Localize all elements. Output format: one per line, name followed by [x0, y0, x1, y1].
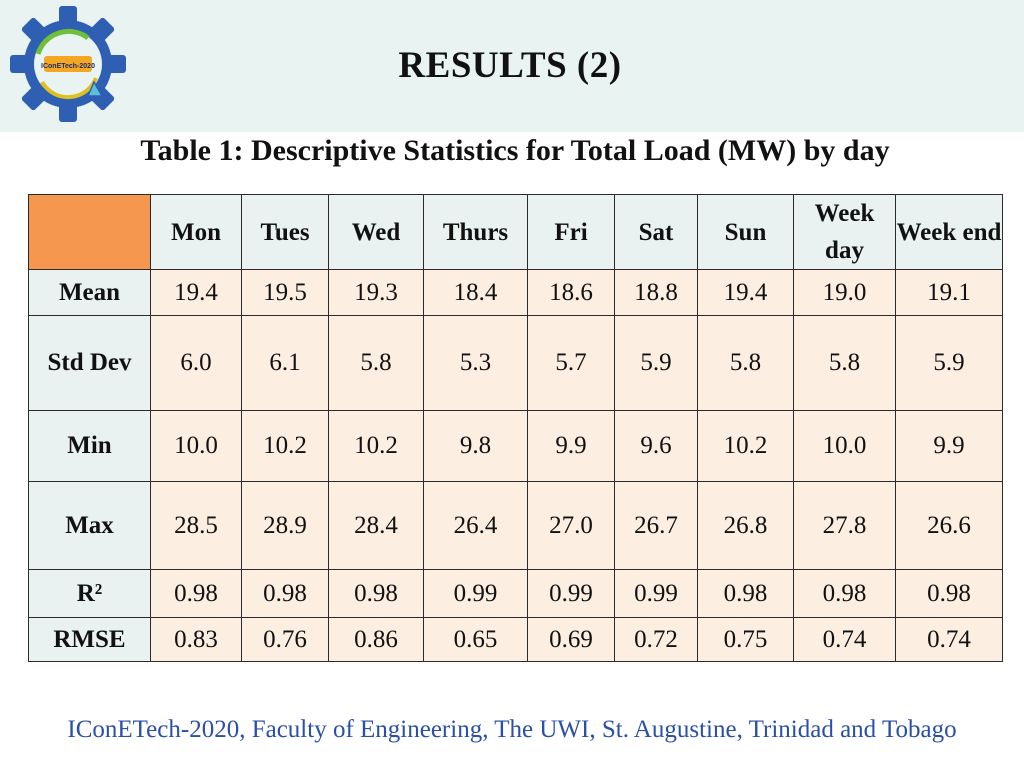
- table-cell: 27.8: [793, 481, 896, 570]
- table-cell: 10.2: [697, 410, 794, 482]
- table-cell: 19.5: [241, 269, 329, 316]
- table-cell: 0.99: [614, 569, 698, 618]
- table-cell: 0.98: [241, 569, 329, 618]
- table-cell: 0.99: [423, 569, 528, 618]
- column-header: Mon: [150, 194, 242, 270]
- header-band: [0, 0, 1024, 132]
- table-cell: 26.7: [614, 481, 698, 570]
- table-cell: 0.75: [697, 617, 794, 662]
- table-cell: 28.4: [328, 481, 424, 570]
- table-cell: 5.8: [697, 315, 794, 411]
- table-cell: 10.0: [150, 410, 242, 482]
- table-cell: 18.6: [527, 269, 615, 316]
- table-row: Min 10.0 10.2 10.2 9.8 9.9 9.6 10.2 10.0 9.9: [28, 410, 1003, 482]
- table-row: Max 28.5 28.9 28.4 26.4 27.0 26.7 26.8 27.8 26.6: [28, 481, 1003, 570]
- column-header: Week end: [895, 194, 1003, 270]
- table-cell: 26.4: [423, 481, 528, 570]
- header-corner-cell: [28, 194, 151, 270]
- table-cell: 0.98: [793, 569, 896, 618]
- statistics-table: Mon Tues Wed Thurs Fri Sat Sun Week day …: [28, 194, 1003, 662]
- table-cell: 0.74: [793, 617, 896, 662]
- table-cell: 0.83: [150, 617, 242, 662]
- table-cell: 19.4: [697, 269, 794, 316]
- table-cell: 19.1: [895, 269, 1003, 316]
- column-header: Sat: [614, 194, 698, 270]
- table-cell: 10.0: [793, 410, 896, 482]
- table-cell: 5.8: [793, 315, 896, 411]
- table-cell: 0.99: [527, 569, 615, 618]
- table-cell: 5.3: [423, 315, 528, 411]
- table-cell: 9.9: [527, 410, 615, 482]
- table-cell: 10.2: [241, 410, 329, 482]
- column-header: Fri: [527, 194, 615, 270]
- table-cell: 6.0: [150, 315, 242, 411]
- table-cell: 6.1: [241, 315, 329, 411]
- table-cell: 0.76: [241, 617, 329, 662]
- table-cell: 0.69: [527, 617, 615, 662]
- logo-text: IConETech-2020: [41, 63, 95, 70]
- table-cell: 26.6: [895, 481, 1003, 570]
- row-label: Mean: [28, 269, 151, 316]
- table-row: RMSE 0.83 0.76 0.86 0.65 0.69 0.72 0.75 0.74 0.74: [28, 617, 1003, 662]
- table-cell: 28.5: [150, 481, 242, 570]
- table-cell: 28.9: [241, 481, 329, 570]
- row-label: Max: [28, 481, 151, 570]
- table-cell: 0.74: [895, 617, 1003, 662]
- table-cell: 18.4: [423, 269, 528, 316]
- table-cell: 19.4: [150, 269, 242, 316]
- footer-text: IConETech-2020, Faculty of Engineering, …: [67, 716, 957, 743]
- table-cell: 9.6: [614, 410, 698, 482]
- table-cell: 19.3: [328, 269, 424, 316]
- table-cell: 0.72: [614, 617, 698, 662]
- table-caption: Table 1: Descriptive Statistics for Tota…: [140, 134, 890, 167]
- table-cell: 18.8: [614, 269, 698, 316]
- table-cell: 9.9: [895, 410, 1003, 482]
- table-cell: 5.9: [895, 315, 1003, 411]
- table-header-row: Mon Tues Wed Thurs Fri Sat Sun Week day …: [28, 194, 1003, 270]
- column-header: Thurs: [423, 194, 528, 270]
- table-cell: 0.98: [150, 569, 242, 618]
- table-row: Mean 19.4 19.5 19.3 18.4 18.6 18.8 19.4 19.0 19.1: [28, 269, 1003, 316]
- row-label: RMSE: [28, 617, 151, 662]
- table-row: Std Dev 6.0 6.1 5.8 5.3 5.7 5.9 5.8 5.8 5.9: [28, 315, 1003, 411]
- table-cell: 9.8: [423, 410, 528, 482]
- table-cell: 5.8: [328, 315, 424, 411]
- column-header: Sun: [697, 194, 794, 270]
- column-header: Week day: [793, 194, 896, 270]
- table-cell: 0.98: [697, 569, 794, 618]
- column-header: Tues: [241, 194, 329, 270]
- table-cell: 0.65: [423, 617, 528, 662]
- page-title: RESULTS (2): [398, 45, 622, 86]
- row-label: R²: [28, 569, 151, 618]
- table-cell: 5.9: [614, 315, 698, 411]
- table-cell: 10.2: [328, 410, 424, 482]
- table-cell: 26.8: [697, 481, 794, 570]
- row-label: Std Dev: [28, 315, 151, 411]
- table-cell: 19.0: [793, 269, 896, 316]
- table-cell: 0.86: [328, 617, 424, 662]
- table-cell: 5.7: [527, 315, 615, 411]
- table-row: R² 0.98 0.98 0.98 0.99 0.99 0.99 0.98 0.98 0.98: [28, 569, 1003, 618]
- row-label: Min: [28, 410, 151, 482]
- table-cell: 0.98: [895, 569, 1003, 618]
- table-cell: 0.98: [328, 569, 424, 618]
- table-cell: 27.0: [527, 481, 615, 570]
- conference-logo: IConETech-2020: [10, 6, 126, 122]
- column-header: Wed: [328, 194, 424, 270]
